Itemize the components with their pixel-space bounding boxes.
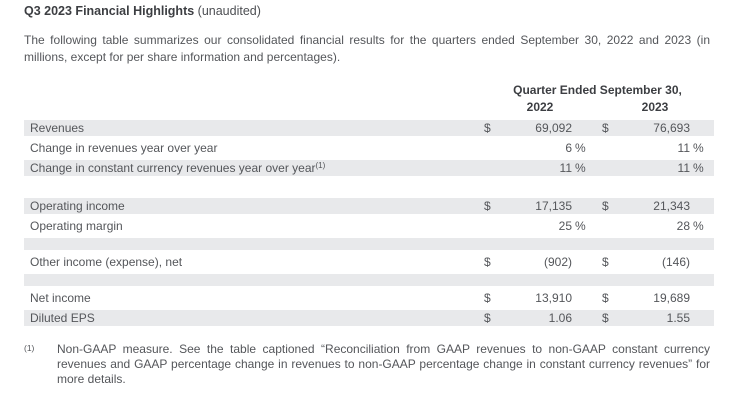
page-title-bold: Q3 2023 Financial Highlights	[24, 4, 195, 18]
value-2022: 6	[565, 141, 572, 155]
suffix-2022: %	[575, 141, 586, 155]
section-spacer	[24, 238, 714, 250]
table-row-operating-margin: Operating margin 25 % 28 %	[24, 218, 714, 234]
dollar-sign-2022: $	[484, 121, 491, 135]
table-years-row: 2022 2023	[24, 100, 714, 114]
table-row-net-income: Net income $ 13,910 $ 19,689	[24, 290, 714, 306]
value-2022: (902)	[543, 255, 572, 269]
row-label: Net income	[24, 290, 484, 306]
table-row-change-in-constant-currency: Change in constant currency revenues yea…	[24, 160, 714, 176]
footnote-marker: (1)	[24, 343, 35, 353]
row-label: Change in constant currency revenues yea…	[24, 160, 484, 176]
dollar-sign-2023: $	[602, 199, 609, 213]
row-label: Other income (expense), net	[24, 254, 484, 270]
value-2023: 28	[676, 219, 690, 233]
table-row-diluted-eps: Diluted EPS $ 1.06 $ 1.55	[24, 310, 714, 326]
value-2023: (146)	[661, 255, 690, 269]
row-label: Operating margin	[24, 218, 484, 234]
year-column-2022: 2022	[526, 100, 554, 114]
page-title: Q3 2023 Financial Highlights (unaudited)	[24, 4, 714, 19]
row-label: Operating income	[24, 198, 484, 214]
row-label-text: Operating margin	[30, 219, 123, 233]
value-2022: 13,910	[535, 291, 572, 305]
row-label-text: Revenues	[30, 121, 85, 135]
row-label-text: Operating income	[30, 199, 125, 213]
table-row-operating-income: Operating income $ 17,135 $ 21,343	[24, 198, 714, 214]
row-label-text: Diluted EPS	[30, 311, 95, 325]
value-2022: 17,135	[535, 199, 572, 213]
dollar-sign-2022: $	[484, 291, 491, 305]
row-label-text: Change in constant currency revenues yea…	[30, 161, 316, 175]
table-period-header-row: Quarter Ended September 30,	[24, 83, 714, 97]
row-label: Revenues	[24, 120, 484, 136]
row-label: Diluted EPS	[24, 310, 484, 326]
intro-paragraph: The following table summarizes our conso…	[24, 33, 710, 64]
suffix-2023: %	[693, 141, 704, 155]
section-spacer	[24, 180, 714, 194]
value-2023: 11	[677, 161, 690, 175]
table-row-change-in-revenues: Change in revenues year over year 6 % 11…	[24, 140, 714, 156]
year-column-2023: 2023	[641, 100, 669, 114]
section-spacer	[24, 274, 714, 286]
suffix-2022: %	[575, 219, 586, 233]
page-title-unaudited: (unaudited)	[194, 4, 261, 18]
suffix-2022: %	[575, 161, 586, 175]
value-2022: 69,092	[535, 121, 572, 135]
dollar-sign-2022: $	[484, 311, 491, 325]
row-label-text: Change in revenues year over year	[30, 141, 218, 155]
table-row-other-income-expense-net: Other income (expense), net $ (902) $ (1…	[24, 254, 714, 270]
value-2022: 1.06	[548, 311, 572, 325]
dollar-sign-2022: $	[484, 255, 491, 269]
footnote: (1) Non-GAAP measure. See the table capt…	[24, 342, 710, 387]
row-label: Change in revenues year over year	[24, 140, 484, 156]
value-2023: 76,693	[653, 121, 690, 135]
row-label-text: Other income (expense), net	[30, 255, 183, 269]
value-2023: 1.55	[666, 311, 690, 325]
footnote-ref: (1)	[315, 161, 326, 170]
value-2023: 11	[677, 141, 690, 155]
row-label-text: Net income	[30, 291, 91, 305]
footnote-text: Non-GAAP measure. See the table captione…	[57, 342, 710, 386]
value-2023: 19,689	[653, 291, 690, 305]
value-2022: 11	[559, 161, 572, 175]
suffix-2023: %	[693, 161, 704, 175]
value-2023: 21,343	[653, 199, 690, 213]
period-header: Quarter Ended September 30,	[513, 83, 682, 97]
dollar-sign-2023: $	[602, 255, 609, 269]
dollar-sign-2023: $	[602, 121, 609, 135]
financial-table: Quarter Ended September 30, 2022 2023 Re…	[24, 83, 714, 326]
dollar-sign-2023: $	[602, 311, 609, 325]
table-row-revenues: Revenues $ 69,092 $ 76,693	[24, 120, 714, 136]
financial-highlights-document: Q3 2023 Financial Highlights (unaudited)…	[24, 4, 714, 387]
dollar-sign-2022: $	[484, 199, 491, 213]
suffix-2023: %	[693, 219, 704, 233]
dollar-sign-2023: $	[602, 291, 609, 305]
value-2022: 25	[558, 219, 572, 233]
